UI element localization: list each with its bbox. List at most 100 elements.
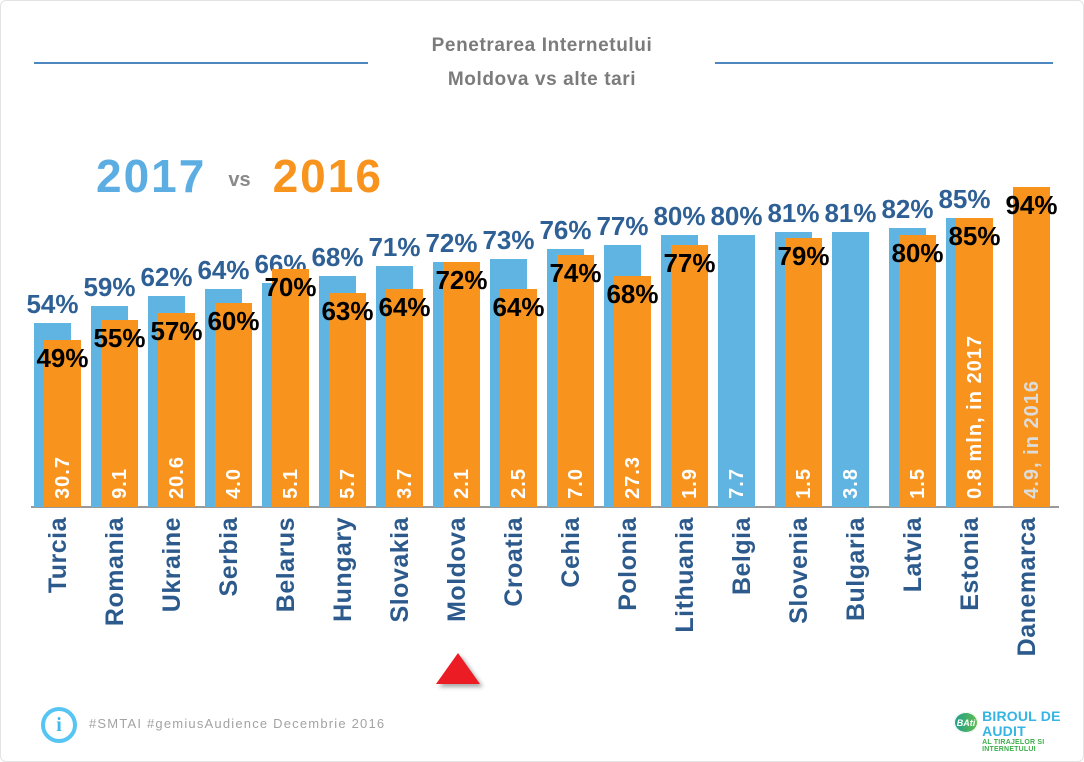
bar-inner-value-cehia: 7.0 — [564, 468, 587, 499]
bar-2016-turcia — [44, 340, 81, 507]
legend-vs: vs — [228, 168, 251, 191]
bar-2016-belarus — [272, 269, 309, 507]
value-2016-estonia: 85% — [948, 221, 1001, 251]
category-label-hungary: Hungary — [328, 517, 357, 622]
bar-2016-ukraine — [158, 313, 195, 507]
value-2016-lithuania: 77% — [663, 248, 716, 279]
bar-2016-slovakia — [386, 289, 423, 507]
category-label-polonia: Polonia — [613, 517, 642, 611]
value-2016-ukraine: 57% — [150, 316, 203, 347]
value-2017-hungary: 68% — [311, 241, 364, 272]
value-2016-serbia: 60% — [207, 306, 260, 336]
bati-logo-oval: BAti — [954, 712, 979, 733]
category-label-danemarca: Danemarca — [1012, 517, 1041, 657]
moldova-highlight-triangle — [436, 653, 480, 684]
bar-2016-slovenia — [785, 238, 822, 507]
page-title-line1: Penetrarea Internetului — [431, 35, 653, 56]
bar-inner-value-danemarca: 4.9, in 2016 — [1020, 380, 1043, 499]
bar-inner-value-belarus: 5.1 — [279, 468, 302, 499]
bar-2016-cehia — [557, 255, 594, 507]
category-label-serbia: Serbia — [214, 517, 243, 597]
value-2017-ukraine: 62% — [140, 262, 193, 293]
bar-inner-value-hungary: 5.7 — [336, 468, 359, 499]
bar-inner-value-ukraine: 20.6 — [165, 456, 188, 499]
bar-inner-value-moldova: 2.1 — [450, 468, 473, 499]
value-2016-slovakia: 64% — [378, 292, 431, 323]
bar-2016-romania — [101, 320, 138, 507]
category-label-belgia: Belgia — [727, 517, 756, 596]
category-label-estonia: Estonia — [955, 517, 984, 611]
category-label-moldova: Moldova — [442, 517, 471, 622]
legend-2017: 2017 — [96, 150, 207, 202]
value-2017-romania: 59% — [83, 272, 136, 303]
bar-2017-belgia — [718, 235, 755, 507]
value-2016-polonia: 68% — [606, 278, 659, 309]
value-2017-croatia: 73% — [482, 224, 535, 255]
bar-inner-value-belgia: 7.7 — [725, 468, 748, 499]
bar-inner-value-turcia: 30.7 — [51, 456, 74, 499]
value-2017-slovakia: 71% — [368, 231, 421, 262]
bar-2016-latvia — [899, 235, 936, 507]
bar-inner-value-romania: 9.1 — [108, 468, 131, 499]
legend: 2017 vs 2016 — [96, 149, 383, 203]
value-2017-slovenia: 81% — [767, 197, 820, 228]
value-2016-slovenia: 79% — [777, 241, 830, 272]
value-2016-cehia: 74% — [549, 258, 602, 289]
bati-logo: BAti BIROUL DE AUDIT AL TIRAJELOR SI INT… — [954, 709, 1083, 753]
title-underline-left — [34, 62, 368, 64]
value-2017-cehia: 76% — [539, 214, 592, 245]
title-underline-right — [715, 62, 1053, 64]
value-2017-polonia: 77% — [596, 211, 649, 242]
bar-inner-value-bulgaria: 3.8 — [839, 468, 862, 499]
category-label-latvia: Latvia — [898, 517, 927, 593]
value-2017-estonia: 85% — [938, 184, 991, 214]
bar-inner-value-lithuania: 1.9 — [678, 468, 701, 499]
bar-2016-croatia — [500, 289, 537, 507]
legend-2016: 2016 — [272, 150, 383, 202]
category-label-turcia: Turcia — [43, 517, 72, 594]
bar-2016-danemarca — [1013, 187, 1050, 507]
category-label-romania: Romania — [100, 517, 129, 627]
page-title: Penetrarea Internetului Moldova vs alte … — [1, 29, 1083, 97]
value-2017-turcia: 54% — [26, 289, 79, 320]
bar-2016-hungary — [329, 292, 366, 507]
category-label-cehia: Cehia — [556, 517, 585, 588]
value-2017-lithuania: 80% — [653, 201, 706, 231]
category-label-belarus: Belarus — [271, 517, 300, 613]
logo-line1: BIROUL DE AUDIT — [982, 708, 1061, 739]
bar-inner-value-croatia: 2.5 — [507, 468, 530, 499]
bar-2016-moldova — [443, 262, 480, 507]
category-label-slovakia: Slovakia — [385, 517, 414, 623]
value-2016-danemarca: 94% — [1005, 190, 1058, 221]
bar-inner-value-slovenia: 1.5 — [792, 468, 815, 499]
category-label-bulgaria: Bulgaria — [841, 517, 870, 622]
value-2017-moldova: 72% — [425, 228, 478, 259]
category-label-lithuania: Lithuania — [670, 517, 699, 633]
bar-2017-bulgaria — [832, 231, 869, 507]
x-axis-line — [31, 506, 1059, 508]
value-2016-romania: 55% — [93, 323, 146, 353]
value-2016-croatia: 64% — [492, 292, 545, 323]
value-2016-moldova: 72% — [435, 265, 488, 296]
bar-2016-polonia — [614, 275, 651, 507]
value-2017-latvia: 82% — [881, 194, 934, 225]
bar-inner-value-polonia: 27.3 — [621, 456, 644, 499]
value-2016-belarus: 70% — [264, 272, 317, 302]
bar-2016-lithuania — [671, 245, 708, 507]
category-label-croatia: Croatia — [499, 517, 528, 607]
value-2016-latvia: 80% — [891, 238, 944, 268]
value-2016-turcia: 49% — [36, 343, 89, 374]
value-2017-belgia: 80% — [710, 201, 763, 231]
info-icon: i — [41, 707, 77, 743]
bar-inner-value-estonia: 0.8 mln, in 2017 — [963, 335, 986, 499]
category-label-ukraine: Ukraine — [157, 517, 186, 613]
value-2017-bulgaria: 81% — [824, 197, 877, 228]
value-2016-hungary: 63% — [321, 295, 374, 326]
footer-hashtags: #SMTAI #gemiusAudience Decembrie 2016 — [89, 716, 386, 731]
bar-inner-value-slovakia: 3.7 — [393, 468, 416, 499]
category-label-slovenia: Slovenia — [784, 517, 813, 624]
bar-inner-value-latvia: 1.5 — [906, 468, 929, 499]
value-2017-serbia: 64% — [197, 255, 250, 286]
